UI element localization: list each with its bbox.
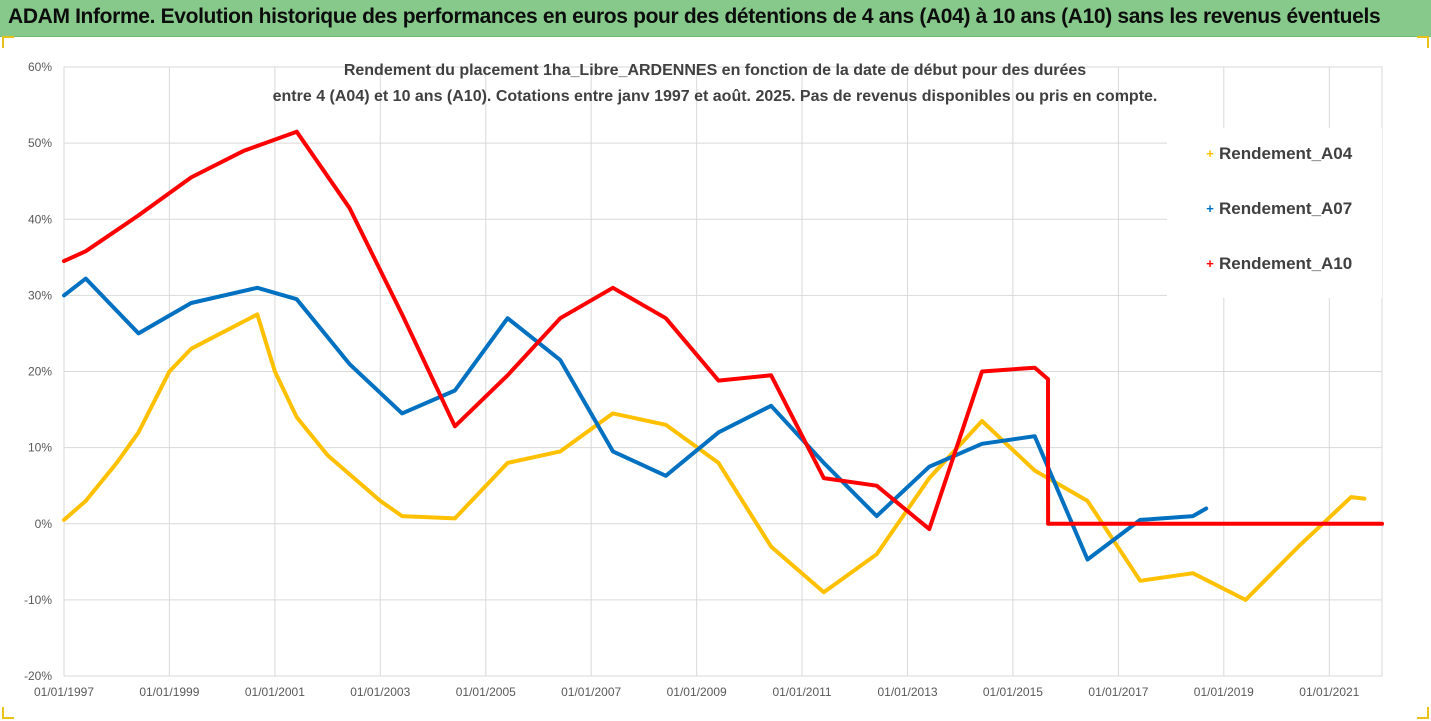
y-tick-label: -10% — [24, 593, 52, 607]
report-banner: ADAM Informe. Evolution historique des p… — [0, 0, 1431, 37]
series-line-rendement-a04 — [62, 312, 1367, 602]
x-tick-label: 01/01/2019 — [1194, 685, 1254, 699]
x-tick-label: 01/01/2003 — [350, 685, 410, 699]
x-tick-label: 01/01/2001 — [245, 685, 305, 699]
legend-marker-a04: + — [1206, 146, 1214, 161]
x-tick-label: 01/01/2013 — [878, 685, 938, 699]
y-tick-label: 20% — [28, 365, 52, 379]
x-tick-label: 01/01/1997 — [34, 685, 94, 699]
chart-title-line-2: entre 4 (A04) et 10 ans (A10). Cotations… — [272, 88, 1158, 105]
legend-entry-a04: + Rendement_A04 — [1205, 144, 1352, 164]
series-line-rendement-a07 — [62, 276, 1209, 562]
frame-corner-top-left — [2, 36, 14, 48]
x-tick-label: 01/01/2015 — [983, 685, 1043, 699]
chart-legend: + Rendement_A04 + Rendement_A07 + Rendement… — [1167, 128, 1382, 298]
x-tick-label: 01/01/2011 — [772, 685, 831, 699]
legend-label-a10: Rendement_A10 — [1219, 254, 1353, 273]
y-tick-label: 60% — [28, 60, 52, 74]
series-line-rendement-a10 — [62, 129, 1384, 532]
y-tick-label: -20% — [24, 669, 52, 683]
frame-corner-bottom-left — [2, 707, 14, 719]
x-tick-label: 01/01/2005 — [456, 685, 516, 699]
report-title: ADAM Informe. Evolution historique des p… — [8, 5, 1381, 28]
legend-marker-a10: + — [1206, 256, 1214, 271]
legend-label-a04: Rendement_A04 — [1219, 144, 1353, 163]
legend-entry-a07: + Rendement_A07 — [1205, 199, 1352, 219]
y-tick-label: 30% — [28, 288, 52, 302]
legend-label-a07: Rendement_A07 — [1219, 199, 1353, 218]
x-tick-label: 01/01/2007 — [561, 685, 621, 699]
x-tick-label: 01/01/2021 — [1299, 685, 1359, 699]
x-tick-label: 01/01/2017 — [1088, 685, 1148, 699]
frame-corner-bottom-right — [1417, 707, 1429, 719]
y-tick-label: 40% — [28, 212, 52, 226]
frame-corner-top-right — [1417, 36, 1429, 48]
x-tick-label: 01/01/2009 — [667, 685, 727, 699]
x-tick-label: 01/01/1999 — [139, 685, 199, 699]
y-tick-label: 50% — [28, 136, 52, 150]
chart-title-line-1: Rendement du placement 1ha_Libre_ARDENNE… — [343, 62, 1087, 79]
legend-entry-a10: + Rendement_A10 — [1205, 254, 1352, 274]
chart-title: Rendement du placement 1ha_Libre_ARDENNE… — [220, 58, 1210, 110]
legend-marker-a07: + — [1206, 201, 1214, 216]
y-tick-label: 0% — [35, 517, 53, 531]
y-tick-label: 10% — [28, 441, 52, 455]
